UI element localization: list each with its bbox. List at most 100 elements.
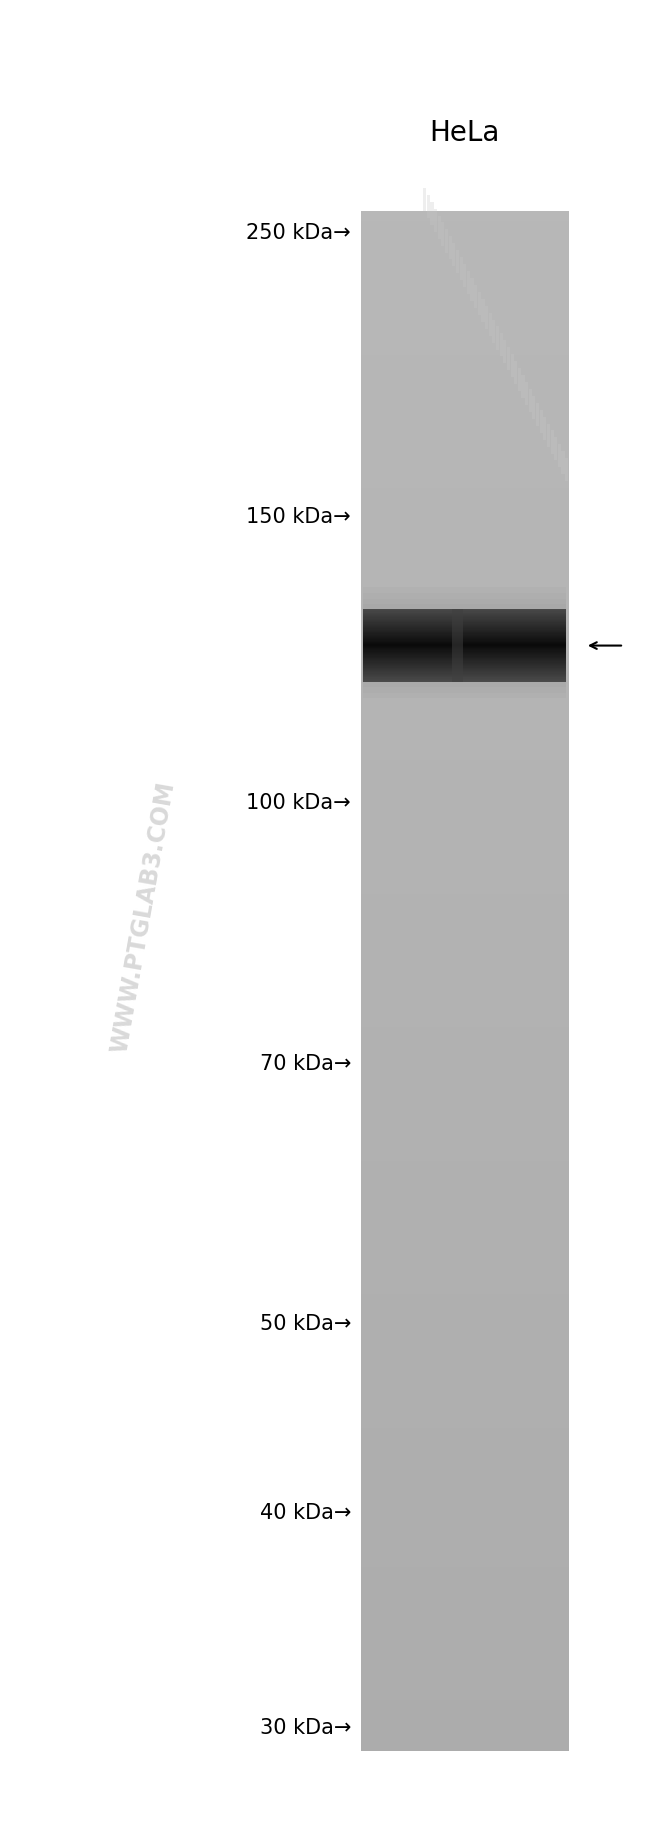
Bar [361, 1623, 569, 1629]
Bar [361, 961, 569, 967]
Bar [361, 493, 569, 499]
Bar [361, 1033, 569, 1038]
Bar [463, 264, 466, 288]
Bar [361, 801, 569, 807]
Text: 70 kDa→: 70 kDa→ [259, 1055, 351, 1073]
Bar [361, 1731, 569, 1737]
Bar [361, 416, 569, 422]
Bar [361, 658, 569, 662]
Bar [361, 1047, 569, 1053]
Bar [361, 277, 569, 282]
Bar [430, 202, 434, 226]
Bar [361, 1680, 569, 1685]
Bar [361, 242, 569, 248]
Bar [361, 1018, 569, 1022]
Bar [448, 237, 452, 259]
Bar [361, 790, 569, 796]
Bar [361, 1480, 569, 1484]
Bar [361, 251, 569, 257]
Bar [361, 1561, 569, 1566]
Bar [361, 1044, 569, 1047]
Bar [441, 222, 445, 246]
Bar [361, 1418, 569, 1423]
Bar [361, 1172, 569, 1176]
Bar [361, 1689, 569, 1695]
Bar [361, 525, 569, 530]
Bar [361, 864, 569, 867]
Bar [361, 1495, 569, 1500]
Bar [361, 889, 569, 893]
Bar [361, 1438, 569, 1443]
Bar [363, 680, 566, 686]
Bar [361, 1269, 569, 1275]
Bar [361, 1603, 569, 1608]
Bar [361, 1346, 569, 1352]
Bar [361, 1315, 569, 1320]
Bar [361, 1335, 569, 1341]
Bar [361, 365, 569, 370]
Bar [361, 1275, 569, 1278]
Bar [361, 1320, 569, 1326]
Bar [361, 1715, 569, 1720]
Bar [361, 1403, 569, 1407]
Text: HeLa: HeLa [430, 119, 500, 147]
Bar [361, 447, 569, 453]
Bar [518, 369, 521, 391]
Bar [361, 273, 569, 277]
Bar [361, 462, 569, 468]
Bar [361, 1509, 569, 1515]
Bar [361, 756, 569, 761]
Bar [361, 576, 569, 581]
Bar [361, 1429, 569, 1432]
Bar [361, 1423, 569, 1429]
Bar [361, 1398, 569, 1403]
Bar [361, 1685, 569, 1689]
Bar [361, 559, 569, 565]
Bar [361, 1700, 569, 1706]
Bar [361, 508, 569, 514]
Bar [361, 1192, 569, 1198]
Bar [361, 910, 569, 915]
Bar [361, 1737, 569, 1740]
Bar [361, 539, 569, 545]
Bar [361, 1150, 569, 1155]
Bar [551, 431, 554, 453]
Bar [361, 1130, 569, 1135]
Bar [361, 1618, 569, 1623]
Bar [361, 436, 569, 442]
Bar [361, 1289, 569, 1295]
Bar [361, 1295, 569, 1300]
Bar [361, 884, 569, 889]
Bar [361, 807, 569, 812]
Bar [361, 867, 569, 873]
Bar [361, 1264, 569, 1269]
Text: 50 kDa→: 50 kDa→ [259, 1315, 351, 1333]
Bar [361, 359, 569, 365]
Bar [361, 684, 569, 688]
Bar [361, 745, 569, 750]
Bar [361, 591, 569, 596]
Bar [361, 1135, 569, 1141]
Bar [361, 303, 569, 308]
Bar [361, 1669, 569, 1674]
Bar [361, 1232, 569, 1238]
Bar [361, 581, 569, 585]
Bar [361, 693, 569, 699]
Bar [361, 396, 569, 402]
Bar [361, 616, 569, 622]
Bar [361, 1007, 569, 1012]
Bar [361, 325, 569, 328]
Bar [361, 1458, 569, 1464]
Bar [361, 308, 569, 314]
Text: 100 kDa→: 100 kDa→ [246, 794, 351, 812]
Bar [361, 1387, 569, 1392]
Bar [361, 556, 569, 559]
Bar [361, 1449, 569, 1454]
Bar [361, 1095, 569, 1099]
Bar [361, 1166, 569, 1172]
Bar [361, 1326, 569, 1330]
Bar [361, 1612, 569, 1618]
Bar [532, 396, 536, 418]
Bar [361, 1706, 569, 1711]
Bar [361, 822, 569, 827]
